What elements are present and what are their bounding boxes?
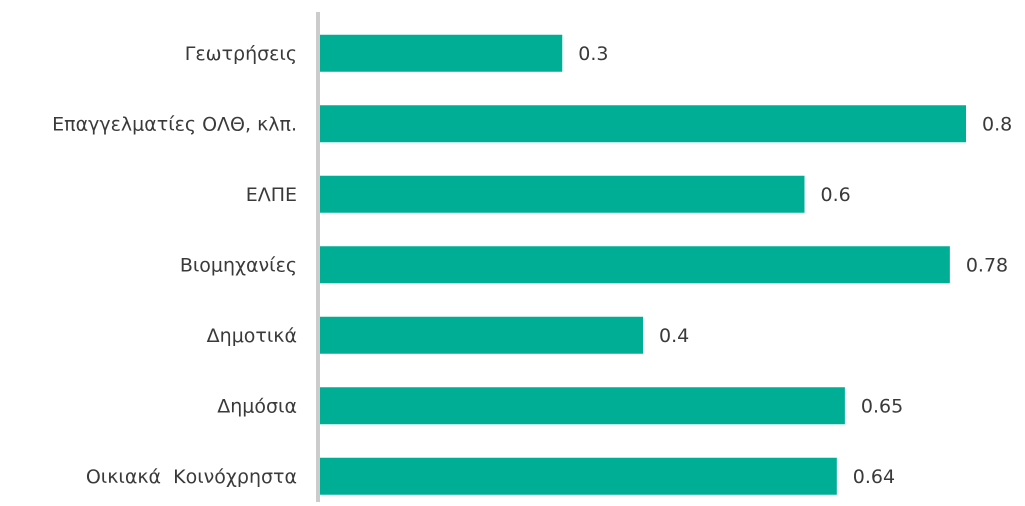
category-label: Δημοτικά [207, 325, 297, 347]
value-label: 0.65 [861, 395, 903, 417]
category-label: Οικιακά Κοινόχρηστα [86, 466, 297, 488]
bar [320, 316, 643, 354]
category-label: Γεωτρήσεις [185, 43, 297, 65]
bar [320, 175, 805, 213]
category-label: Επαγγελματίες ΟΛΘ, κλπ. [52, 113, 297, 135]
bar [320, 105, 966, 143]
value-label: 0.4 [659, 325, 689, 347]
value-label: 0.6 [821, 184, 851, 206]
category-label: Βιομηχανίες [180, 254, 297, 276]
value-label: 0.3 [578, 43, 608, 65]
value-label: 0.8 [982, 113, 1012, 135]
category-label: ΕΛΠΕ [246, 184, 297, 206]
value-label: 0.78 [966, 254, 1008, 276]
bar [320, 34, 563, 72]
bar [320, 387, 845, 425]
bar [320, 457, 837, 495]
bar [320, 246, 950, 284]
value-label: 0.64 [853, 466, 895, 488]
category-label: Δημόσια [217, 395, 297, 417]
